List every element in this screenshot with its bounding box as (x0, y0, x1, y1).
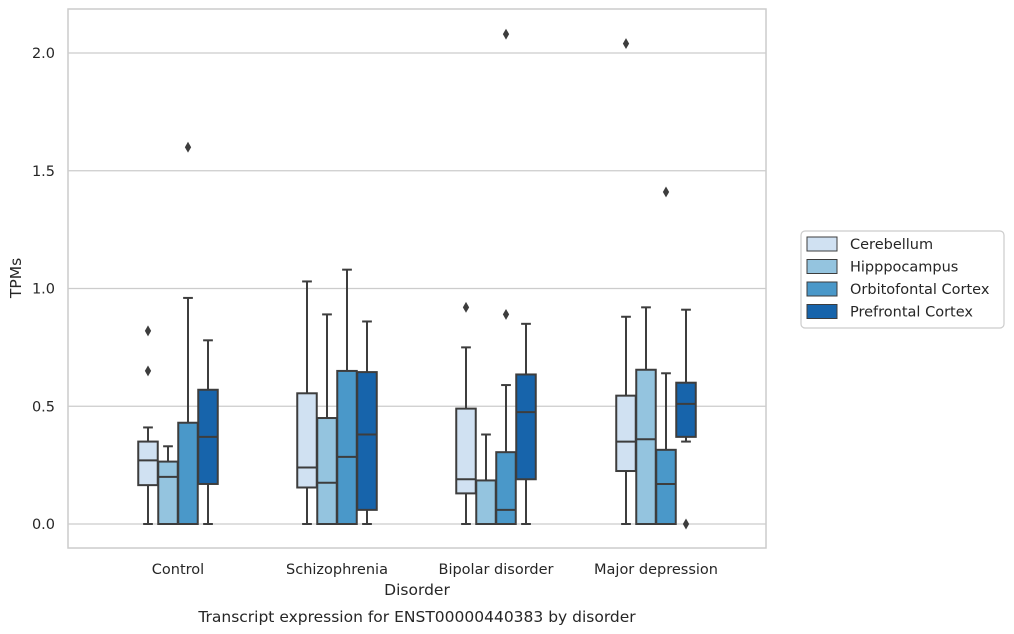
iqr-box (675, 381, 697, 438)
y-axis-label: TPMs (7, 258, 25, 299)
y-axis-ticks: 0.0 0.5 1.0 1.5 2.0 (32, 46, 55, 533)
box-orbitofontal-cortex-1 (336, 268, 358, 525)
box-hipppocampus-3 (635, 306, 657, 525)
iqr-box (635, 368, 657, 525)
box-cerebellum-3 (615, 38, 637, 525)
iqr-box (316, 417, 338, 525)
y-tick-label: 1.5 (32, 164, 55, 180)
box-hipppocampus-0 (157, 445, 179, 525)
iqr-box (296, 392, 318, 489)
iqr-box (515, 373, 537, 481)
box-orbitofontal-cortex-2 (495, 28, 517, 525)
x-tick-label: Control (152, 562, 204, 578)
outlier-point (682, 518, 690, 530)
iqr-box (137, 440, 159, 487)
outlier-point (502, 28, 510, 40)
iqr-box (157, 460, 179, 525)
outlier-point (144, 325, 152, 337)
y-tick-label: 2.0 (32, 46, 55, 62)
outlier-point (144, 365, 152, 377)
legend-label: Orbitofontal Cortex (850, 282, 990, 298)
legend-swatch (806, 281, 838, 297)
legend-swatch (806, 236, 838, 252)
x-tick-label: Schizophrenia (286, 562, 388, 578)
x-tick-label: Major depression (594, 562, 718, 578)
x-axis-ticks: Control Schizophrenia Bipolar disorder Majo… (152, 562, 718, 578)
box-prefrontal-cortex-1 (356, 320, 378, 525)
legend-swatch (806, 304, 838, 319)
plot-frame (67, 8, 767, 549)
legend: Cerebellum Hipppocampus Orbitofontal Corte… (800, 230, 1005, 329)
box-hipppocampus-1 (316, 313, 338, 525)
legend-frame (800, 230, 1005, 329)
iqr-box (177, 421, 199, 525)
iqr-box (615, 394, 637, 473)
outlier-point (622, 38, 630, 50)
legend-label: Cerebellum (850, 237, 933, 253)
box-groups (137, 28, 697, 530)
x-axis-label: Disorder (384, 581, 450, 599)
outlier-point (462, 301, 470, 313)
chart-caption: Transcript expression for ENST0000044038… (197, 608, 636, 626)
outlier-point (184, 141, 192, 153)
box-orbitofontal-cortex-0 (177, 141, 199, 525)
y-tick-label: 1.0 (32, 282, 55, 298)
outlier-point (502, 308, 510, 320)
y-tick-label: 0.5 (32, 399, 55, 415)
box-cerebellum-1 (296, 280, 318, 525)
iqr-box (655, 448, 677, 526)
box-prefrontal-cortex-2 (515, 322, 537, 525)
box-cerebellum-2 (455, 301, 477, 525)
legend-label: Hipppocampus (850, 260, 958, 276)
box-orbitofontal-cortex-3 (655, 186, 677, 526)
iqr-box (495, 451, 517, 525)
outlier-point (662, 186, 670, 198)
legend-swatch (806, 259, 838, 274)
iqr-box (455, 407, 477, 495)
iqr-box (336, 369, 358, 525)
legend-label: Prefrontal Cortex (850, 305, 973, 321)
iqr-box (356, 371, 378, 511)
x-tick-label: Bipolar disorder (439, 562, 554, 578)
box-prefrontal-cortex-0 (197, 339, 219, 525)
iqr-box (475, 479, 497, 525)
box-prefrontal-cortex-3 (675, 308, 697, 530)
box-hipppocampus-2 (475, 433, 497, 525)
box-cerebellum-0 (137, 325, 159, 525)
y-tick-label: 0.0 (32, 517, 55, 533)
